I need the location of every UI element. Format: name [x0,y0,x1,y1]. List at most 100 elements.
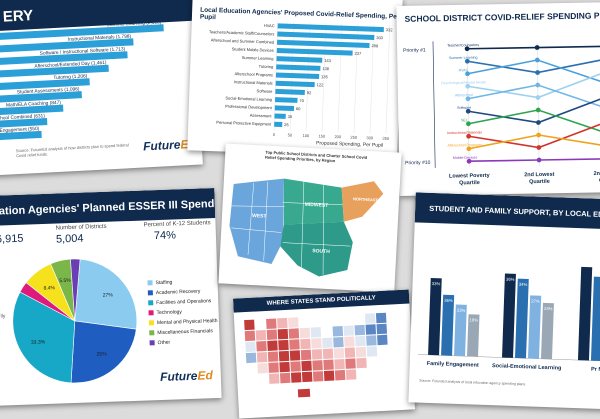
state-cell [256,341,267,352]
pie-slice-label: 8.4% [43,285,55,291]
state-cell [297,388,311,398]
card-b-category: HVAC [264,23,275,28]
card-g-category: Family Engagement [427,361,479,369]
legend-label: Facilities and Operations [156,298,212,306]
state-cell [311,338,322,349]
state-cell [334,369,346,381]
card-c-category-line1: 2nd Lowest [524,172,555,179]
card-g-bar [540,302,554,360]
card-b-value: 35 [288,114,293,119]
state-cell [289,350,301,361]
card-b-gridline [353,24,358,133]
card-g-bar-label: 26% [444,298,453,303]
card-g-bar-label: 33% [432,281,441,286]
card-b-bar [275,97,298,103]
state-cell [345,369,357,380]
card-g-bar [590,276,600,361]
state-cell [376,323,388,335]
card-d-chart: 27% 25% 33.3% 8.4% 5.5% Staffing Academic Reco… [12,258,218,384]
card-b-category: Afterschool and Summer Combined [211,37,275,44]
card-c-chart: Priority #1 Priority #10 Teacher/Counselor… [403,41,600,186]
card-c-point [466,146,472,152]
card-b-value: 122 [317,82,325,87]
card-esser-spending: ation Agencies' Planned ESSER III Spendi… [0,188,222,406]
region-label-south: SOUTH [312,248,330,255]
card-c-category-line2: Quartile [599,178,600,184]
card-activity-bars: ERY Summer Learning (2,198) Instructional… [0,0,203,176]
card-b-gridline [337,23,342,133]
card-b-value: 143 [324,58,332,63]
card-b-chart: 0 50 100 150 200 250 300 350 HVAC 332 Teachers/Aca… [209,21,393,149]
card-g-bar [428,277,442,356]
card-g-chart: 33% 26% 22% 18% Family Engagement 36% 34% 27% 24… [418,266,600,373]
state-cell [245,352,257,364]
state-cell [301,371,313,383]
card-g-title: STUDENT AND FAMILY SUPPORT, BY LOCAL EDU… [429,203,600,220]
card-f-title: WHERE STATES STAND POLITICALLY [266,295,376,307]
state-cell [299,327,311,339]
card-g-bar-label: 27% [531,298,540,303]
card-b-bar [277,31,375,40]
card-b-bar [277,23,384,33]
card-b-category: Teachers/Academic Staff/Counselors [209,29,275,36]
card-c-series-label: Psychological/Mental Health [441,80,486,85]
card-b-xlabel: Proposed Spending, Per Pupil [316,140,383,148]
state-cell [364,313,376,324]
card-c-category-line1: 2nd Highest [594,171,600,178]
card-a-bar-label: Summer Learning/Afterschool Combined (63… [0,113,45,124]
card-b-category: Software [257,88,274,94]
card-b-bar [276,47,353,56]
state-cell [310,327,322,338]
state-cell [268,362,279,373]
state-cell [322,348,334,360]
region-label-midwest: MIDWEST [305,202,329,209]
card-c-series-label: HVAC [459,68,469,72]
legend-label: Mental and Physical Health [157,318,218,326]
card-c-point [465,71,470,77]
state-cell [377,334,388,346]
state-cell [334,358,345,370]
legend-swatch [147,290,153,296]
card-c-point [465,83,471,89]
stat2-value: 5,004 [55,232,84,246]
card-c-point [536,145,542,150]
card-a-bar [0,78,90,91]
card-a-chart: Summer Learning (2,198) Instructional Mat… [0,21,164,141]
state-cell [290,361,301,372]
region-label-west: WEST [252,213,267,220]
state-cell [266,318,277,329]
pie-slice-label: 33.3% [31,339,46,346]
card-a-bar [0,130,42,141]
state-cell [344,347,356,358]
card-c-point [464,58,470,64]
card-a-bar-label: Science/Enrichment/Engagement (550) [0,126,40,136]
region-label-northeast: NORTHEAST [353,196,379,202]
legend-swatch [147,280,153,286]
card-a-bar [0,24,164,41]
state-cell [257,362,268,374]
card-b-bar [275,80,315,88]
card-c-point [465,108,471,114]
card-c-series-label: SEL [461,118,468,122]
card-a-footnote: Source: FutureEd analysis of how distric… [15,142,129,159]
card-b-xtick: 100 [302,133,310,138]
state-cell [366,346,378,357]
legend-label: Other [158,340,171,346]
card-c-point [535,107,541,113]
region-south [280,221,353,277]
state-cell [266,329,278,340]
card-g-bar [528,295,542,359]
state-cell [354,324,366,336]
state-cell [268,373,280,384]
region-midwest [283,178,344,225]
card-political-map: WHERE STATES STAND POLITICALLY [232,289,416,419]
state-cell [288,328,300,339]
card-b-value: 138 [322,66,330,71]
stat1-value: 6,915 [0,232,24,246]
pie-slice [70,320,137,384]
state-cell [279,361,290,373]
card-c-series-line [467,45,600,50]
legend-label: Academic Recovery [156,289,201,297]
card-g-bar [502,273,516,358]
card-c-point [536,120,541,125]
